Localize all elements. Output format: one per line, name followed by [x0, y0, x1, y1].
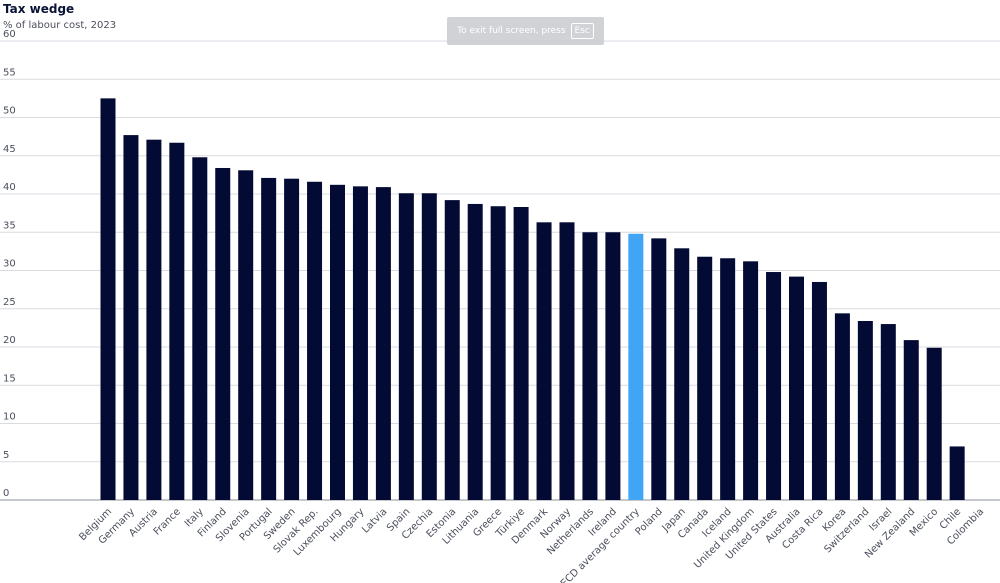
bar — [261, 177, 277, 500]
fullscreen-overlay: To exit full screen, press Esc — [447, 17, 604, 45]
y-tick-label: 10 — [3, 412, 16, 423]
bar — [766, 272, 782, 500]
bar — [536, 222, 552, 500]
y-tick-label: 15 — [3, 373, 16, 384]
bar — [146, 139, 162, 500]
bar — [903, 340, 919, 500]
bar — [467, 203, 483, 500]
bar — [834, 313, 850, 500]
bar — [398, 193, 414, 501]
bar — [605, 232, 621, 500]
overlay-key[interactable]: Esc — [570, 23, 594, 39]
bar — [674, 248, 690, 500]
bar — [513, 207, 529, 500]
bar — [169, 142, 185, 500]
bar — [857, 320, 873, 500]
bar — [352, 186, 368, 500]
bar — [720, 258, 736, 500]
chart-title: Tax wedge — [3, 2, 74, 16]
y-tick-label: 55 — [3, 67, 16, 78]
bar — [192, 157, 208, 500]
bar — [651, 238, 667, 500]
bar — [628, 233, 644, 500]
bar — [123, 135, 139, 500]
y-tick-label: 25 — [3, 297, 16, 308]
y-tick-label: 35 — [3, 220, 16, 231]
y-tick-label: 20 — [3, 335, 16, 346]
y-tick-label: 50 — [3, 106, 16, 117]
y-tick-label: 5 — [3, 450, 9, 461]
bar — [375, 187, 391, 501]
bar — [330, 184, 345, 500]
bar — [880, 324, 896, 500]
bar — [582, 232, 598, 500]
bar — [238, 170, 254, 500]
y-tick-label: 60 — [3, 29, 16, 40]
x-tick-label: Latvia — [360, 506, 389, 535]
chart-subtitle: % of labour cost, 2023 — [3, 20, 116, 31]
bar — [743, 261, 759, 500]
y-tick-label: 45 — [3, 144, 16, 155]
bar — [697, 256, 713, 500]
bar — [949, 446, 965, 500]
bar — [284, 178, 300, 500]
bar — [490, 206, 506, 501]
bar — [444, 200, 460, 500]
bar — [421, 193, 437, 501]
bar — [100, 98, 116, 500]
bar — [559, 222, 575, 500]
overlay-text: To exit full screen, press — [457, 26, 566, 36]
y-tick-label: 40 — [3, 182, 16, 193]
bar — [215, 167, 231, 501]
y-tick-label: 0 — [3, 488, 9, 499]
bar — [789, 276, 804, 500]
bar — [307, 181, 323, 500]
bar — [811, 281, 827, 500]
bar — [926, 347, 942, 500]
y-tick-label: 30 — [3, 259, 16, 270]
